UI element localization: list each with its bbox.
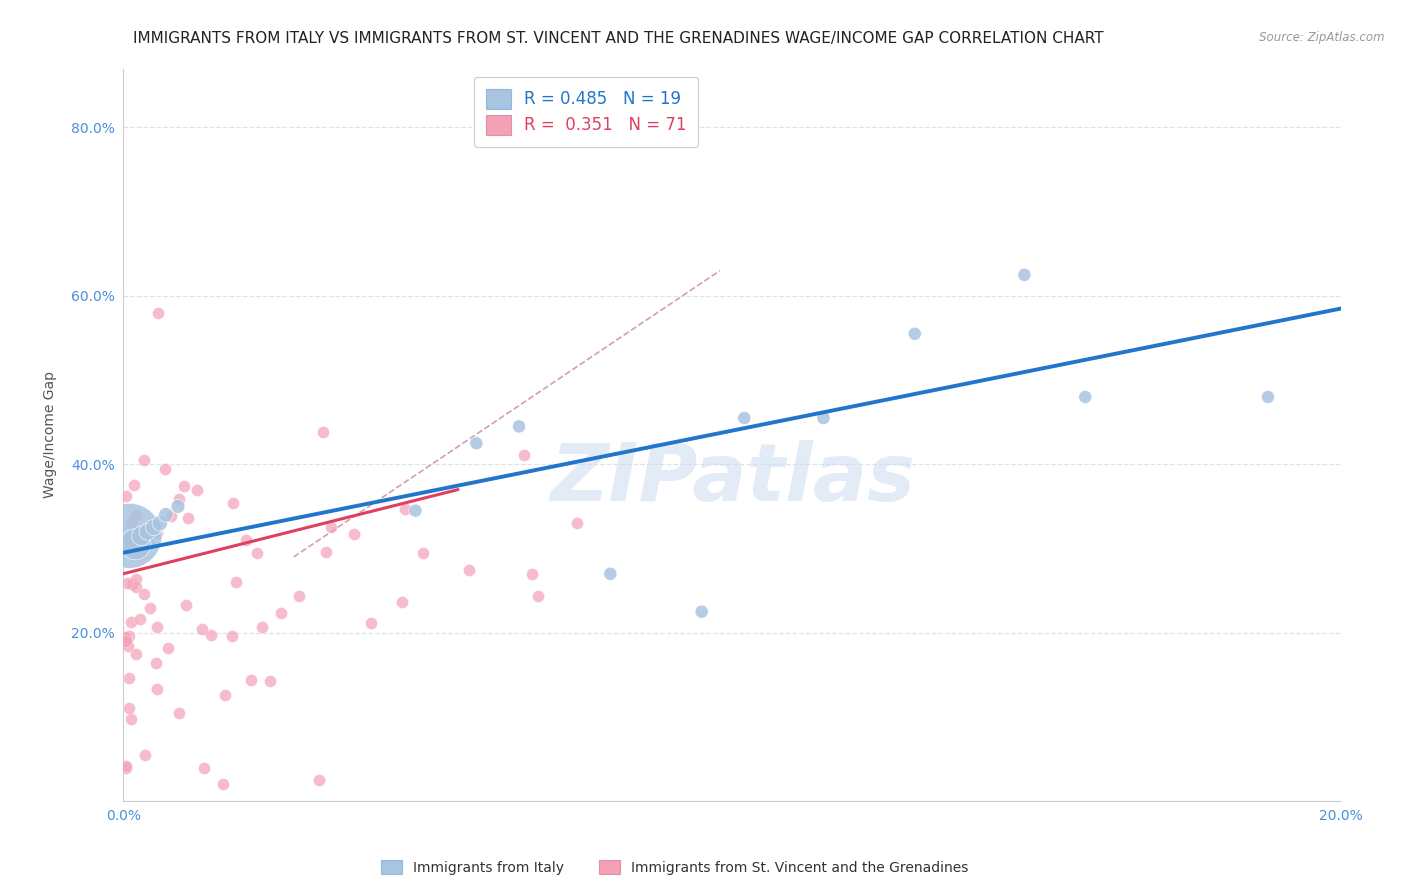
Point: [121, 577, 143, 591]
Point: [120, 516, 142, 530]
Point: [813, 411, 835, 425]
Point: [308, 772, 330, 787]
Point: [259, 673, 281, 688]
Point: [115, 634, 138, 648]
Point: [160, 508, 183, 523]
Point: [599, 566, 621, 581]
Point: [177, 511, 200, 525]
Point: [240, 673, 263, 687]
Point: [115, 761, 138, 775]
Point: [360, 615, 382, 630]
Text: Source: ZipAtlas.com: Source: ZipAtlas.com: [1260, 31, 1385, 45]
Point: [457, 563, 479, 577]
Point: [125, 580, 148, 594]
Point: [250, 620, 273, 634]
Point: [1014, 268, 1036, 282]
Point: [169, 491, 191, 506]
Legend: R = 0.485   N = 19, R =  0.351   N = 71: R = 0.485 N = 19, R = 0.351 N = 71: [474, 77, 697, 146]
Point: [136, 524, 159, 539]
Text: ZIPatlas: ZIPatlas: [550, 440, 915, 517]
Point: [246, 546, 269, 560]
Point: [117, 639, 139, 653]
Point: [412, 546, 434, 560]
Point: [136, 535, 159, 549]
Point: [270, 606, 292, 620]
Point: [125, 508, 148, 522]
Point: [193, 761, 215, 775]
Point: [145, 525, 167, 540]
Legend: Immigrants from Italy, Immigrants from St. Vincent and the Grenadines: Immigrants from Italy, Immigrants from S…: [375, 855, 974, 880]
Point: [225, 575, 247, 590]
Point: [139, 523, 162, 537]
Point: [235, 533, 257, 547]
Point: [315, 545, 337, 559]
Point: [155, 461, 177, 475]
Point: [465, 436, 488, 450]
Point: [142, 520, 165, 534]
Point: [191, 622, 214, 636]
Point: [321, 520, 343, 534]
Point: [132, 453, 155, 467]
Point: [145, 656, 167, 670]
Point: [134, 747, 156, 762]
Point: [118, 628, 141, 642]
Point: [118, 700, 141, 714]
Point: [118, 529, 141, 543]
Point: [1074, 390, 1097, 404]
Point: [138, 601, 160, 615]
Point: [565, 516, 588, 530]
Point: [391, 595, 413, 609]
Point: [157, 640, 180, 655]
Point: [176, 598, 198, 612]
Point: [122, 478, 145, 492]
Point: [222, 496, 245, 510]
Point: [212, 777, 235, 791]
Point: [312, 425, 335, 440]
Point: [173, 479, 195, 493]
Point: [115, 576, 138, 591]
Point: [221, 630, 243, 644]
Point: [118, 533, 141, 547]
Point: [146, 620, 169, 634]
Point: [129, 547, 152, 561]
Point: [146, 306, 169, 320]
Point: [115, 489, 138, 503]
Point: [146, 681, 169, 696]
Point: [115, 630, 138, 644]
Point: [904, 326, 927, 341]
Point: [343, 526, 366, 541]
Point: [120, 615, 142, 629]
Point: [131, 529, 153, 543]
Point: [508, 419, 530, 434]
Point: [169, 706, 191, 720]
Point: [120, 712, 142, 726]
Point: [405, 503, 427, 517]
Point: [125, 647, 148, 661]
Point: [118, 671, 141, 685]
Point: [1257, 390, 1279, 404]
Point: [214, 688, 236, 702]
Point: [288, 589, 311, 603]
Y-axis label: Wage/Income Gap: Wage/Income Gap: [44, 371, 58, 499]
Point: [167, 500, 190, 514]
Point: [527, 590, 550, 604]
Point: [186, 483, 208, 497]
Point: [134, 587, 156, 601]
Point: [733, 411, 755, 425]
Point: [690, 605, 713, 619]
Point: [128, 611, 150, 625]
Point: [125, 572, 148, 586]
Point: [200, 628, 222, 642]
Point: [520, 566, 543, 581]
Point: [394, 502, 416, 516]
Point: [115, 759, 138, 773]
Point: [155, 508, 177, 522]
Text: IMMIGRANTS FROM ITALY VS IMMIGRANTS FROM ST. VINCENT AND THE GRENADINES WAGE/INC: IMMIGRANTS FROM ITALY VS IMMIGRANTS FROM…: [134, 31, 1104, 46]
Point: [513, 448, 536, 462]
Point: [124, 537, 146, 551]
Point: [149, 516, 172, 531]
